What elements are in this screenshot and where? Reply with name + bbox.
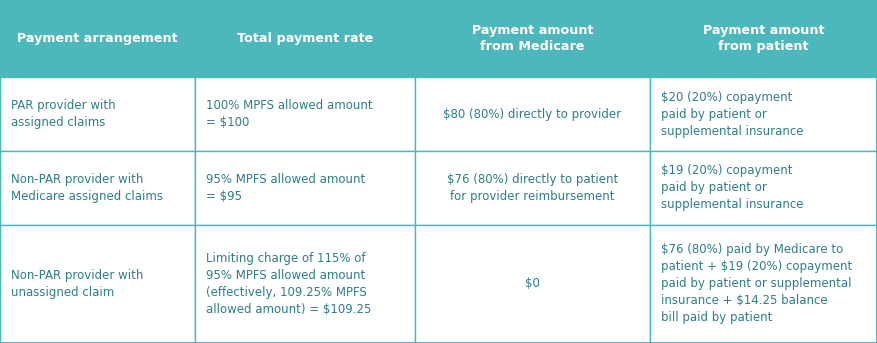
Text: $76 (80%) directly to patient
for provider reimbursement: $76 (80%) directly to patient for provid…: [447, 173, 618, 203]
Bar: [650, 77, 877, 151]
Text: Payment amount
from Medicare: Payment amount from Medicare: [472, 24, 593, 54]
Bar: [0, 225, 195, 343]
Text: Total payment rate: Total payment rate: [237, 32, 373, 45]
Text: Non-PAR provider with
Medicare assigned claims: Non-PAR provider with Medicare assigned …: [11, 173, 162, 203]
Bar: [195, 225, 415, 343]
Text: $80 (80%) directly to provider: $80 (80%) directly to provider: [444, 108, 622, 120]
Bar: [0, 151, 195, 225]
Text: $0: $0: [525, 277, 540, 290]
Bar: [650, 151, 877, 225]
Bar: [415, 151, 650, 225]
Bar: [650, 0, 877, 77]
Bar: [415, 225, 650, 343]
Text: $76 (80%) paid by Medicare to
patient + $19 (20%) copayment
paid by patient or s: $76 (80%) paid by Medicare to patient + …: [660, 243, 852, 324]
Bar: [415, 0, 650, 77]
Text: 100% MPFS allowed amount
= $100: 100% MPFS allowed amount = $100: [205, 99, 372, 129]
Bar: [650, 225, 877, 343]
Bar: [0, 77, 195, 151]
Bar: [195, 77, 415, 151]
Bar: [0, 0, 195, 77]
Text: Limiting charge of 115% of
95% MPFS allowed amount
(effectively, 109.25% MPFS
al: Limiting charge of 115% of 95% MPFS allo…: [205, 252, 371, 316]
Text: Payment arrangement: Payment arrangement: [18, 32, 178, 45]
Text: Non-PAR provider with
unassigned claim: Non-PAR provider with unassigned claim: [11, 269, 143, 299]
Text: 95% MPFS allowed amount
= $95: 95% MPFS allowed amount = $95: [205, 173, 365, 203]
Bar: [415, 77, 650, 151]
Bar: [195, 0, 415, 77]
Text: $20 (20%) copayment
paid by patient or
supplemental insurance: $20 (20%) copayment paid by patient or s…: [660, 91, 803, 138]
Text: $19 (20%) copayment
paid by patient or
supplemental insurance: $19 (20%) copayment paid by patient or s…: [660, 164, 803, 211]
Bar: [195, 151, 415, 225]
Text: Payment amount
from patient: Payment amount from patient: [702, 24, 824, 54]
Text: PAR provider with
assigned claims: PAR provider with assigned claims: [11, 99, 115, 129]
